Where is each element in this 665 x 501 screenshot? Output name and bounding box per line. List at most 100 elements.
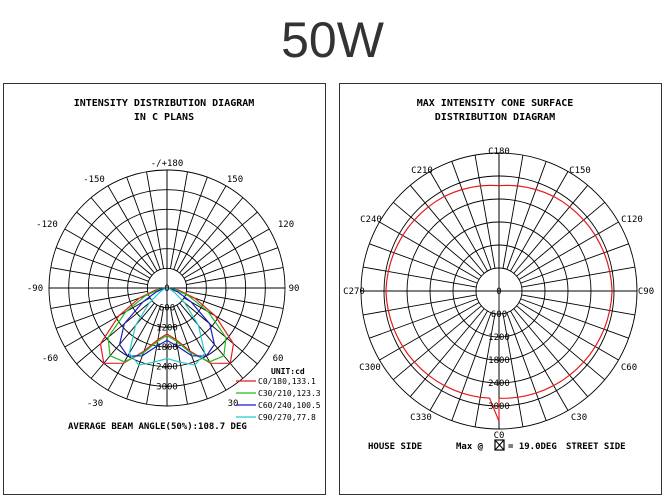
grid-spoke bbox=[379, 221, 480, 280]
angle-label: 90 bbox=[289, 284, 300, 294]
street-side-label: STREET SIDE bbox=[566, 442, 626, 452]
intensity-distribution-panel: INTENSITY DISTRIBUTION DIAGRAM IN C PLAN… bbox=[3, 83, 326, 495]
grid-spoke bbox=[107, 185, 158, 272]
grid-spoke bbox=[76, 211, 153, 276]
grid-spoke bbox=[474, 313, 496, 427]
house-side-label: HOUSE SIDE bbox=[368, 442, 422, 452]
max-prefix-label: Max @ bbox=[456, 442, 484, 452]
grid-spoke bbox=[169, 171, 188, 269]
max-intensity-cone-panel: MAX INTENSITY CONE SURFACE DISTRIBUTION … bbox=[339, 83, 662, 495]
grid-spoke bbox=[506, 161, 547, 270]
grid-spoke bbox=[90, 197, 155, 274]
radial-tick-label: 1200 bbox=[488, 333, 510, 343]
grid-spoke bbox=[369, 243, 478, 284]
grid-spoke bbox=[520, 298, 629, 339]
grid-spoke bbox=[179, 197, 244, 274]
angle-label: -90 bbox=[27, 284, 43, 294]
grid-spoke bbox=[169, 307, 188, 405]
grid-spoke bbox=[409, 184, 485, 274]
max-intensity-cone-chart: MAX INTENSITY CONE SURFACE DISTRIBUTION … bbox=[343, 98, 654, 452]
grid-spoke bbox=[363, 294, 477, 316]
grid-spoke bbox=[146, 307, 165, 405]
max-angle-label: = 19.0DEG bbox=[508, 442, 557, 452]
series-curve-0 bbox=[99, 287, 235, 364]
angle-label: 30 bbox=[228, 399, 239, 409]
grid-spoke bbox=[379, 302, 480, 361]
radial-zero-label: 0 bbox=[496, 287, 501, 297]
angle-label: C240 bbox=[360, 215, 382, 225]
grid-spoke bbox=[392, 201, 482, 277]
grid-spoke bbox=[50, 267, 148, 286]
grid-spoke bbox=[518, 302, 619, 361]
grid-spoke bbox=[64, 297, 151, 348]
legend-label: C60/240,100.5 bbox=[258, 401, 321, 410]
grid-spoke bbox=[76, 300, 153, 365]
grid-spoke bbox=[64, 228, 151, 279]
page-title: 50W bbox=[281, 12, 384, 68]
grid-spoke bbox=[521, 266, 635, 288]
grid-spoke bbox=[516, 305, 606, 381]
angle-label: C30 bbox=[571, 413, 587, 423]
grid-spoke bbox=[369, 298, 478, 339]
chart-subtitle: IN C PLANS bbox=[134, 112, 194, 123]
max-marker-cross-icon bbox=[494, 439, 505, 451]
angle-label: C210 bbox=[411, 166, 433, 176]
grid-spoke bbox=[510, 310, 569, 411]
grid-spoke bbox=[173, 176, 208, 270]
grid-spoke bbox=[55, 247, 149, 282]
grid-spoke bbox=[185, 247, 279, 282]
angle-label: 60 bbox=[273, 354, 284, 364]
radial-tick-label: 1800 bbox=[488, 356, 510, 366]
grid-spoke bbox=[55, 294, 149, 329]
angle-label: -150 bbox=[83, 175, 105, 185]
grid-spoke bbox=[474, 155, 496, 269]
radial-tick-label: 600 bbox=[491, 310, 507, 320]
grid-spoke bbox=[126, 176, 161, 270]
grid-spoke bbox=[513, 308, 589, 398]
angle-label: C330 bbox=[410, 413, 432, 423]
angle-label: 120 bbox=[278, 220, 294, 230]
legend-label: C30/210,123.3 bbox=[258, 389, 321, 398]
angle-label: C150 bbox=[569, 166, 591, 176]
grid-spoke bbox=[429, 171, 488, 272]
grid-spoke bbox=[363, 266, 477, 288]
grid-spoke bbox=[520, 243, 629, 284]
radial-tick-label: 3000 bbox=[156, 382, 178, 392]
grid-spoke bbox=[429, 310, 488, 411]
grid-spoke bbox=[510, 171, 569, 272]
grid-spoke bbox=[513, 184, 589, 274]
grid-spoke bbox=[502, 313, 524, 427]
grid-spoke bbox=[518, 221, 619, 280]
grid-spoke bbox=[186, 267, 284, 286]
angle-label: C0 bbox=[494, 431, 505, 441]
radial-zero-label: 0 bbox=[164, 284, 169, 294]
grid-spoke bbox=[185, 294, 279, 329]
radial-tick-label: 1800 bbox=[156, 343, 178, 353]
grid-spoke bbox=[179, 302, 244, 379]
series-curve-2 bbox=[118, 287, 216, 357]
angle-label: -60 bbox=[42, 354, 58, 364]
angle-label: 150 bbox=[227, 175, 243, 185]
grid-spoke bbox=[506, 312, 547, 421]
grid-spoke bbox=[451, 161, 492, 270]
angle-label: C120 bbox=[621, 215, 643, 225]
grid-spoke bbox=[176, 185, 227, 272]
angle-label: C60 bbox=[621, 363, 637, 373]
radial-tick-label: 600 bbox=[159, 304, 175, 314]
angle-label: C180 bbox=[488, 147, 510, 157]
grid-spoke bbox=[502, 155, 524, 269]
grid-spoke bbox=[451, 312, 492, 421]
legend-label: C90/270,77.8 bbox=[258, 413, 316, 422]
grid-spoke bbox=[521, 294, 635, 316]
chart-title: MAX INTENSITY CONE SURFACE bbox=[417, 98, 574, 109]
grid-spoke bbox=[516, 201, 606, 277]
radial-tick-label: 2400 bbox=[156, 363, 178, 373]
angle-label: C90 bbox=[638, 287, 654, 297]
grid-spoke bbox=[90, 302, 155, 379]
chart-title: INTENSITY DISTRIBUTION DIAGRAM bbox=[74, 98, 255, 109]
grid-spoke bbox=[392, 305, 482, 381]
series-curve-1 bbox=[107, 287, 227, 363]
cone-curve bbox=[385, 184, 613, 422]
grid-spoke bbox=[409, 308, 485, 398]
angle-label: -120 bbox=[36, 220, 58, 230]
